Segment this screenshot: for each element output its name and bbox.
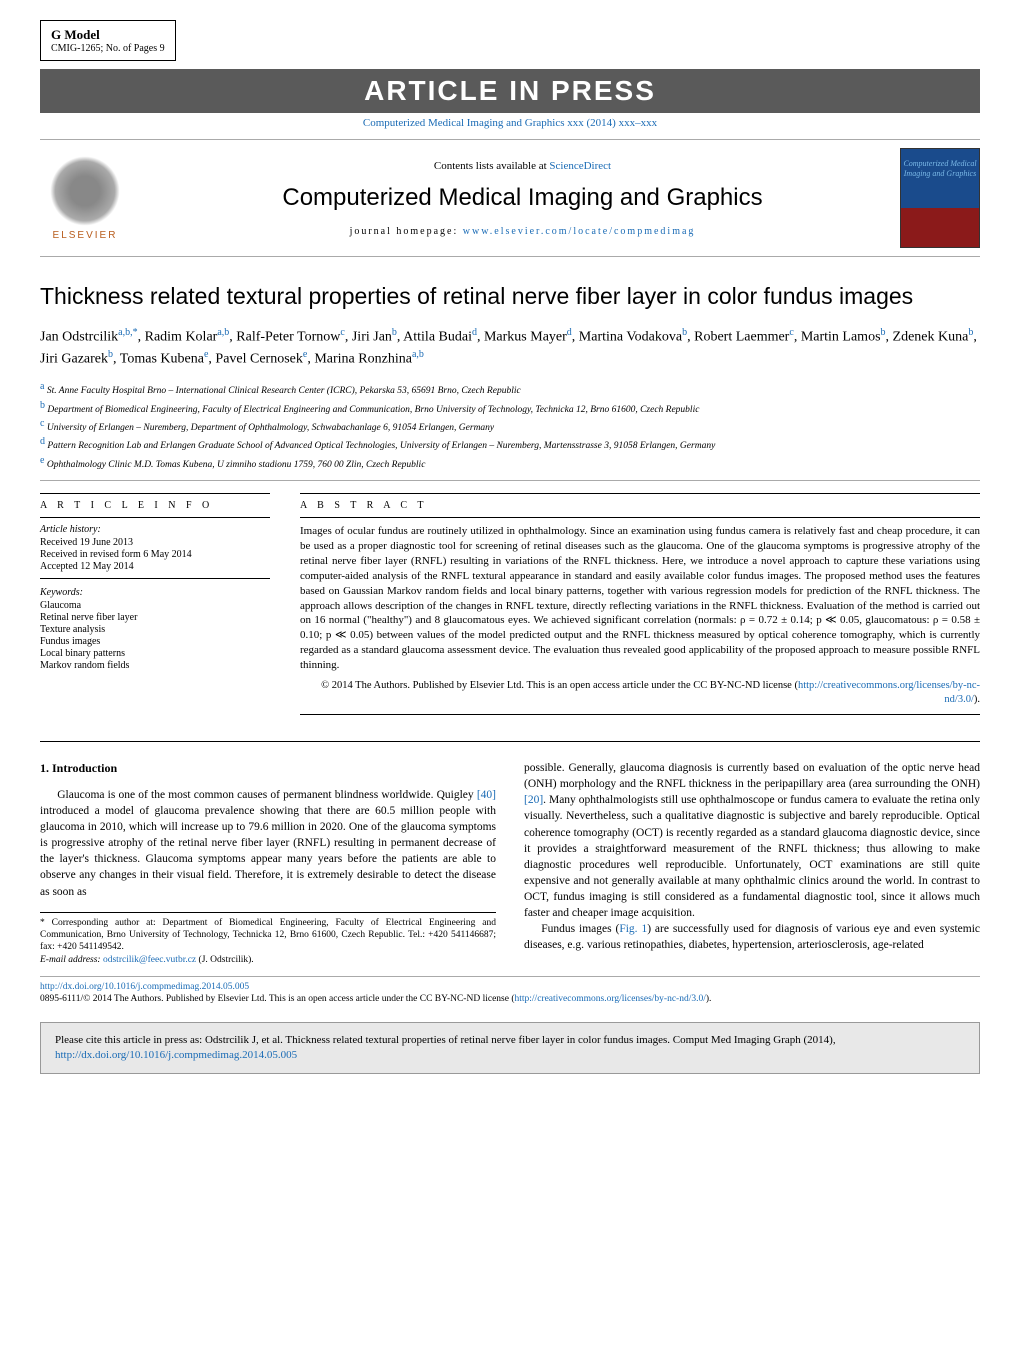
received-date: Received 19 June 2013 [40, 537, 270, 548]
abstract: A B S T R A C T Images of ocular fundus … [300, 493, 980, 721]
license-link[interactable]: http://creativecommons.org/licenses/by-n… [798, 680, 980, 706]
abstract-text: Images of ocular fundus are routinely ut… [300, 524, 980, 672]
elsevier-tree-icon [50, 156, 120, 226]
cite-doi-link[interactable]: http://dx.doi.org/10.1016/j.compmedimag.… [55, 1049, 297, 1061]
corr-text: * Corresponding author at: Department of… [40, 917, 496, 954]
keyword: Texture analysis [40, 624, 270, 635]
article-info: A R T I C L E I N F O Article history: R… [40, 493, 270, 721]
homepage-link[interactable]: www.elsevier.com/locate/compmedimag [463, 226, 696, 237]
journal-reference: Computerized Medical Imaging and Graphic… [40, 117, 980, 129]
affiliation-b: b Department of Biomedical Engineering, … [40, 399, 980, 417]
corresponding-author: * Corresponding author at: Department of… [40, 912, 496, 966]
fig-1-ref[interactable]: Fig. 1 [619, 923, 647, 935]
homepage-prefix: journal homepage: [350, 226, 463, 237]
history-label: Article history: [40, 524, 270, 535]
keyword: Local binary patterns [40, 648, 270, 659]
intro-para-1: Glaucoma is one of the most common cause… [40, 787, 496, 900]
section-divider [40, 741, 980, 742]
keyword: Retinal nerve fiber layer [40, 612, 270, 623]
affiliations: a St. Anne Faculty Hospital Brno – Inter… [40, 380, 980, 481]
authors-list: Jan Odstrcilika,b,*, Radim Kolara,b, Ral… [40, 325, 980, 370]
keyword: Glaucoma [40, 600, 270, 611]
journal-header: ELSEVIER Contents lists available at Sci… [40, 139, 980, 257]
keywords-label: Keywords: [40, 587, 270, 598]
footer-license: 0895-6111/© 2014 The Authors. Published … [40, 993, 980, 1005]
keyword: Markov random fields [40, 660, 270, 671]
cover-text: Computerized Medical Imaging and Graphic… [901, 149, 979, 178]
affiliation-d: d Pattern Recognition Lab and Erlangen G… [40, 435, 980, 453]
footer-license-link[interactable]: http://creativecommons.org/licenses/by-n… [515, 994, 706, 1004]
intro-para-3: Fundus images (Fig. 1) are successfully … [524, 921, 980, 953]
section-1-heading: 1. Introduction [40, 760, 496, 777]
info-abstract-row: A R T I C L E I N F O Article history: R… [40, 493, 980, 721]
journal-cover-thumb: Computerized Medical Imaging and Graphic… [900, 148, 980, 248]
elsevier-label: ELSEVIER [53, 230, 118, 241]
corr-email[interactable]: odstrcilik@feec.vutbr.cz [103, 955, 196, 965]
header-center: Contents lists available at ScienceDirec… [145, 160, 900, 237]
sciencedirect-link[interactable]: ScienceDirect [549, 160, 611, 172]
abstract-heading: A B S T R A C T [300, 500, 980, 511]
keyword: Fundus images [40, 636, 270, 647]
gmodel-title: G Model [51, 27, 165, 43]
journal-title: Computerized Medical Imaging and Graphic… [145, 184, 900, 212]
gmodel-sub: CMIG-1265; No. of Pages 9 [51, 43, 165, 54]
body-columns: 1. Introduction Glaucoma is one of the m… [40, 760, 980, 966]
ref-40[interactable]: [40] [477, 789, 496, 801]
accepted-date: Accepted 12 May 2014 [40, 561, 270, 572]
info-heading: A R T I C L E I N F O [40, 500, 270, 511]
article-in-press-banner: ARTICLE IN PRESS [40, 69, 980, 113]
affiliation-a: a St. Anne Faculty Hospital Brno – Inter… [40, 380, 980, 398]
homepage-line: journal homepage: www.elsevier.com/locat… [145, 226, 900, 237]
article-title: Thickness related textural properties of… [40, 282, 980, 311]
contents-line: Contents lists available at ScienceDirec… [145, 160, 900, 172]
doi-link[interactable]: http://dx.doi.org/10.1016/j.compmedimag.… [40, 982, 249, 992]
copyright: © 2014 The Authors. Published by Elsevie… [300, 679, 980, 708]
citation-box: Please cite this article in press as: Od… [40, 1022, 980, 1075]
page-footer: http://dx.doi.org/10.1016/j.compmedimag.… [40, 976, 980, 1006]
gmodel-box: G Model CMIG-1265; No. of Pages 9 [40, 20, 176, 61]
ref-20[interactable]: [20] [524, 794, 543, 806]
elsevier-logo: ELSEVIER [40, 148, 130, 248]
contents-prefix: Contents lists available at [434, 160, 549, 172]
affiliation-c: c University of Erlangen – Nuremberg, De… [40, 417, 980, 435]
intro-para-2: possible. Generally, glaucoma diagnosis … [524, 760, 980, 921]
affiliation-e: e Ophthalmology Clinic M.D. Tomas Kubena… [40, 454, 980, 472]
revised-date: Received in revised form 6 May 2014 [40, 549, 270, 560]
corr-email-line: E-mail address: odstrcilik@feec.vutbr.cz… [40, 954, 496, 966]
